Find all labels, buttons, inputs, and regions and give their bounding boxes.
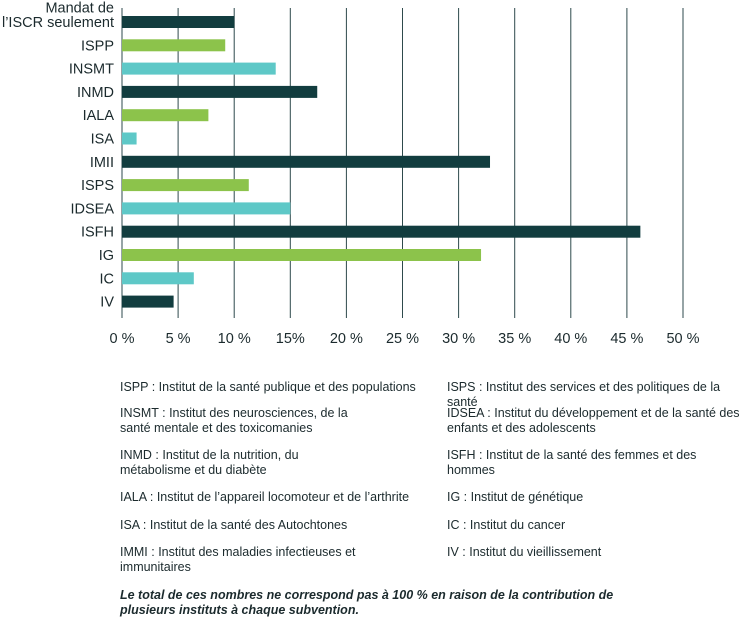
x-tick-label-45: 45 %: [610, 331, 643, 347]
x-tick-label-20: 20 %: [330, 331, 363, 347]
legend-item-inmd: INMD : Institut de la nutrition, du méta…: [120, 448, 299, 477]
bar-mandat-de-l-iscr-seulement: [122, 16, 235, 28]
bars: [122, 16, 641, 308]
legend-item-isa: ISA : Institut de la santé des Autochton…: [120, 518, 348, 532]
legend-item-ig: IG : Institut de génétique: [447, 490, 584, 504]
bar-inmd: [122, 85, 318, 98]
footnote: Le total de ces nombres ne correspond pa…: [120, 588, 614, 617]
bar-ic: [122, 272, 194, 285]
bar-insmt: [122, 62, 276, 75]
category-label-imii: IMII: [90, 155, 114, 171]
legend-item-insmt: INSMT : Institut des neurosciences, de l…: [120, 406, 348, 435]
category-label-ic: IC: [100, 271, 115, 287]
category-label-ig: IG: [99, 248, 114, 264]
bar-chart: Mandat del’ISCR seulement ISPP INSMT INMD IA…: [2, 1, 700, 348]
category-label-ispp: ISPP: [81, 38, 114, 54]
bar-ig: [122, 249, 482, 261]
bar-imii: [122, 155, 491, 168]
legend-item-ispp: ISPP : Institut de la santé publique et …: [120, 380, 416, 394]
legend-item-idsea: IDSEA : Institut du développement et de …: [447, 406, 740, 435]
bar-idsea: [122, 202, 291, 215]
x-tick-label-50: 50 %: [666, 331, 699, 347]
legend-item-iala: IALA : Institut de l’appareil locomoteur…: [120, 490, 410, 504]
category-label-isfh: ISFH: [81, 225, 114, 241]
category-label-isa: ISA: [91, 132, 115, 148]
category-label-idsea: IDSEA: [70, 201, 114, 217]
x-tick-label-5: 5 %: [166, 331, 191, 347]
legend-item-isps: ISPS : Institut des services et des poli…: [447, 380, 721, 409]
x-tick-labels: 0 % 5 % 10 % 15% 20 % 25 % 30 % 35 % 40 % 45 % 50 …: [110, 331, 700, 347]
x-tick-label-30: 30 %: [442, 331, 475, 347]
legend-item-ic: IC : Institut du cancer: [447, 518, 566, 532]
category-label-mandat-de-l-iscr-seulement-line-1: Mandat de: [45, 1, 114, 17]
bar-isfh: [122, 225, 641, 238]
bar-isa: [122, 132, 137, 145]
x-tick-label-35: 35 %: [498, 331, 531, 347]
bar-iala: [122, 109, 209, 122]
category-labels: Mandat del’ISCR seulement ISPP INSMT INMD IA…: [2, 1, 114, 311]
bar-iv: [122, 295, 174, 308]
legend-item-iv: IV : Institut du vieillissement: [447, 545, 602, 559]
x-tick-label-25: 25 %: [386, 331, 419, 347]
bar-ispp: [122, 39, 226, 52]
category-label-insmt: INSMT: [69, 62, 114, 78]
x-tick-label-10: 10 %: [218, 331, 251, 347]
bar-isps: [122, 179, 249, 192]
category-label-inmd: INMD: [77, 85, 114, 101]
legend-item-isfh: ISFH : Institut de la santé des femmes e…: [447, 448, 697, 477]
legend-item-immi: IMMI : Institut des maladies infectieuse…: [120, 545, 356, 574]
category-label-iv: IV: [100, 295, 114, 311]
x-tick-label-0: 0 %: [110, 331, 135, 347]
category-label-isps: ISPS: [81, 178, 114, 194]
x-tick-label-40: 40 %: [554, 331, 587, 347]
x-tick-label-15: 15%: [276, 331, 305, 347]
category-label-iala: IALA: [83, 108, 115, 124]
category-label-mandat-de-l-iscr-seulement-line-2: l’ISCR seulement: [2, 15, 114, 31]
